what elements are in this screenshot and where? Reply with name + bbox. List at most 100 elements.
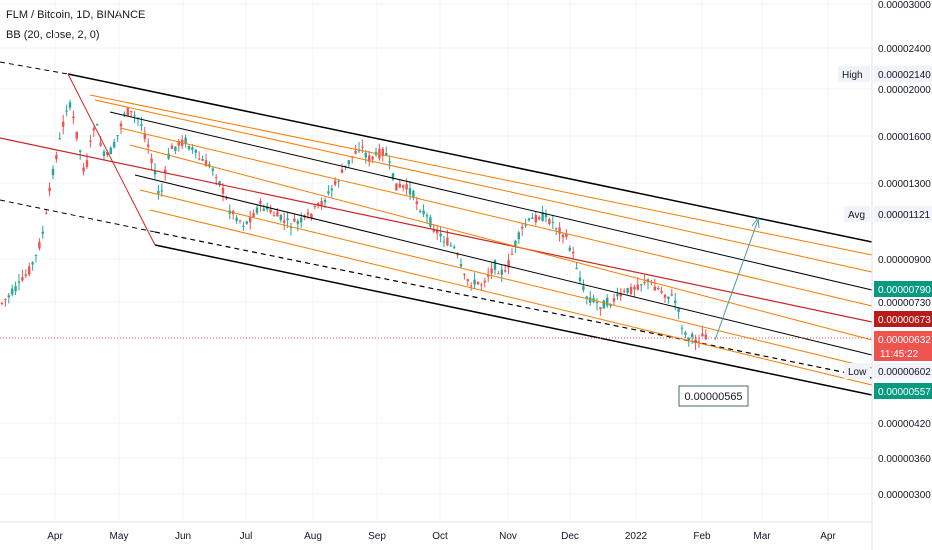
candle-body xyxy=(194,149,197,153)
candle-body xyxy=(75,131,78,139)
fan-line xyxy=(94,99,873,273)
indicator-label[interactable]: BB (20, close, 2, 0) xyxy=(6,29,100,41)
x-tick-label: Mar xyxy=(753,531,771,542)
candle-body xyxy=(4,299,7,301)
candle-body xyxy=(684,332,687,335)
candle-body xyxy=(619,293,622,297)
candle-body xyxy=(245,221,248,224)
x-tick-label: Jul xyxy=(240,531,253,542)
candle-body xyxy=(89,140,92,142)
price-badge-tag xyxy=(844,206,870,222)
candle-body xyxy=(317,202,320,206)
candle-body xyxy=(150,158,153,163)
price-badge xyxy=(874,331,932,361)
candle-body xyxy=(55,155,58,160)
candle-body xyxy=(313,206,316,208)
candle-body xyxy=(466,279,469,282)
candle-body xyxy=(109,147,112,155)
candle-body xyxy=(677,308,680,312)
annotation-box xyxy=(678,385,749,407)
candle-body xyxy=(170,145,174,149)
candle-body xyxy=(385,153,388,156)
candle-body xyxy=(208,164,211,167)
candle-body xyxy=(106,152,109,155)
candle-body xyxy=(524,224,527,226)
candle-body xyxy=(201,158,204,161)
candle-body xyxy=(7,295,10,298)
candle-body xyxy=(215,177,218,179)
candle-body xyxy=(493,260,497,270)
candle-body xyxy=(198,158,201,160)
x-tick-label: Apr xyxy=(47,531,63,542)
candle-body xyxy=(589,297,592,303)
x-tick-label: 2022 xyxy=(625,531,648,542)
fan-line xyxy=(149,209,873,386)
candle-body xyxy=(334,180,337,185)
candle-body xyxy=(687,337,690,341)
symbol-title: FLM / Bitcoin, 1D, BINANCE xyxy=(6,9,146,21)
candle-body xyxy=(640,284,643,286)
candle-body xyxy=(211,168,214,171)
midline xyxy=(0,137,873,323)
fan-line xyxy=(109,111,873,291)
candle-body xyxy=(691,333,694,338)
price-badge-value: 0.00002140 xyxy=(878,70,931,81)
candle-body xyxy=(79,150,82,152)
candle-body xyxy=(701,333,704,337)
candle-body xyxy=(160,190,163,192)
x-tick-label: Apr xyxy=(820,531,836,542)
candle-body xyxy=(459,264,463,267)
candle-body xyxy=(31,262,34,265)
candle-body xyxy=(269,209,272,213)
x-tick-label: Jun xyxy=(175,531,191,542)
candle-body xyxy=(58,138,61,140)
candle-body xyxy=(184,137,187,145)
candles xyxy=(0,99,707,351)
candle-body xyxy=(602,300,605,309)
candle-body xyxy=(561,234,565,238)
candle-body xyxy=(470,285,473,287)
y-tick-label: 0.00002400 xyxy=(878,44,931,55)
candle-body xyxy=(283,220,286,223)
candle-body xyxy=(204,160,208,167)
candle-body xyxy=(191,147,194,150)
candle-body xyxy=(446,237,449,246)
candle-body xyxy=(521,226,524,229)
candle-body xyxy=(487,274,490,277)
price-badge-value: 0.00000602 xyxy=(878,367,931,378)
candle-body xyxy=(680,327,684,329)
candle-body xyxy=(633,286,636,290)
price-badge xyxy=(874,66,932,82)
candle-body xyxy=(381,148,384,156)
candle-body xyxy=(72,116,75,119)
candle-body xyxy=(276,211,279,217)
candle-body xyxy=(116,135,119,137)
candle-body xyxy=(674,300,677,304)
y-tick-label: 0.00000300 xyxy=(878,490,931,501)
candle-body xyxy=(694,339,697,343)
x-tick-label: May xyxy=(110,531,129,542)
candle-body xyxy=(670,294,673,296)
candle-body xyxy=(82,167,85,172)
y-tick-label: 0.00000420 xyxy=(878,419,931,430)
fan-line xyxy=(134,174,873,356)
candle-body xyxy=(402,185,405,188)
candle-body xyxy=(453,246,456,248)
candle-body xyxy=(405,184,408,190)
candle-body xyxy=(643,282,646,284)
projection-arrowhead xyxy=(751,216,760,229)
candle-body xyxy=(24,274,27,276)
candle-body xyxy=(500,269,503,275)
price-badge-value: 0.00000790 xyxy=(878,285,931,296)
price-badge-value: 0.00001121 xyxy=(878,210,931,221)
price-badge-label: Avg xyxy=(848,210,865,221)
candle-body xyxy=(504,270,507,272)
y-tick-label: 0.00000730 xyxy=(878,298,931,309)
candle-body xyxy=(480,284,483,286)
candle-body xyxy=(629,287,633,294)
candle-body xyxy=(252,213,255,218)
candle-body xyxy=(221,187,225,194)
candle-body xyxy=(572,251,575,254)
candle-body xyxy=(330,188,333,191)
